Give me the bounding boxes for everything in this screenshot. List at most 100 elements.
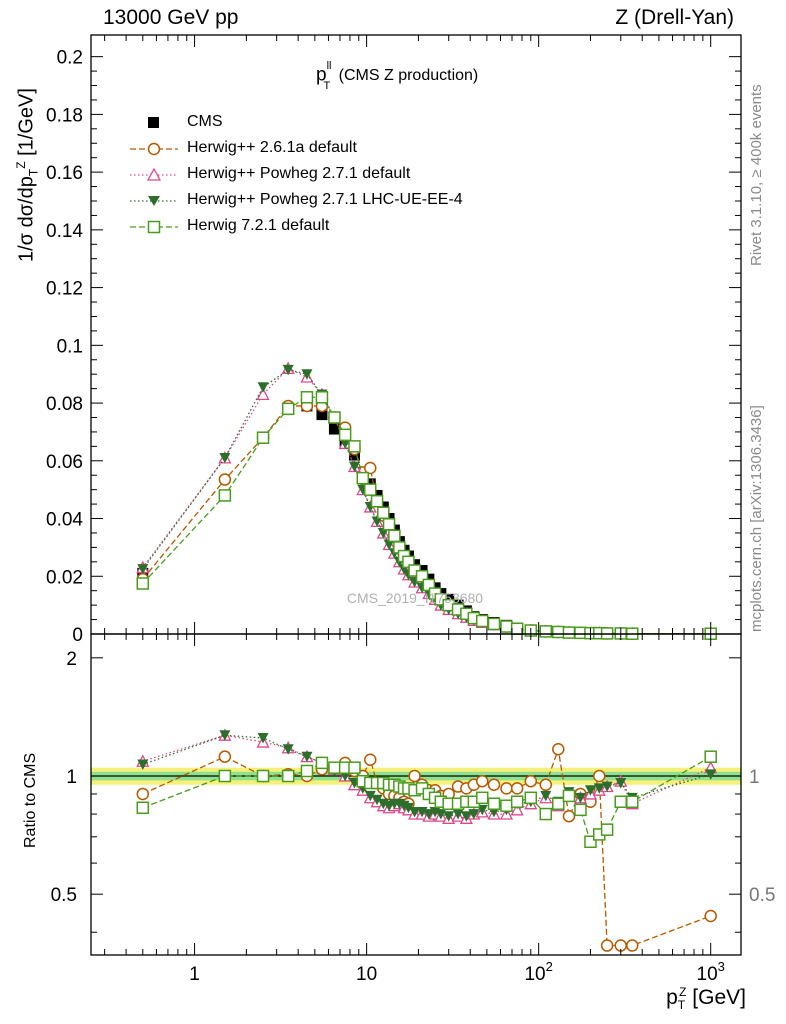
ratio-point bbox=[137, 759, 149, 770]
main-point bbox=[487, 617, 501, 631]
ratio-point bbox=[584, 785, 596, 796]
ratio-point bbox=[443, 811, 455, 822]
x-tick-label: 1 bbox=[189, 964, 200, 985]
main-y-tick-label: 0.06 bbox=[46, 452, 83, 473]
main-point bbox=[338, 428, 352, 442]
ratio-point bbox=[574, 792, 586, 804]
main-point bbox=[218, 473, 232, 486]
main-y-tick-label: 0.16 bbox=[46, 163, 83, 184]
main-point bbox=[301, 369, 313, 380]
ratio-point bbox=[500, 799, 513, 812]
main-y-tick-label: 0.14 bbox=[46, 221, 83, 242]
main-y-tick-label: 0.2 bbox=[57, 48, 83, 69]
legend-label: Herwig++ Powheg 2.7.1 LHC-UE-EE-4 bbox=[187, 191, 463, 208]
legend-label: CMS bbox=[187, 113, 223, 130]
ratio-point bbox=[487, 797, 501, 810]
main-point bbox=[348, 440, 361, 453]
ratio-point bbox=[328, 761, 341, 774]
main-point bbox=[371, 516, 383, 527]
main-y-tick-label: 0.02 bbox=[46, 567, 83, 588]
ratio-point bbox=[348, 761, 361, 774]
plot-title-sub: T bbox=[323, 80, 331, 93]
ratio-y-tick-label-right: 0.5 bbox=[749, 885, 775, 906]
ratio-point bbox=[626, 939, 639, 952]
main-point bbox=[364, 483, 377, 496]
main-y-label-sup: Z bbox=[14, 161, 28, 169]
x-axis-label-sup: Z bbox=[679, 985, 687, 999]
ratio-point bbox=[301, 751, 313, 763]
ratio-point bbox=[524, 791, 538, 805]
ratio-point bbox=[476, 791, 489, 805]
main-point bbox=[316, 409, 328, 421]
ratio-y-tick-label: 1 bbox=[66, 767, 77, 788]
ratio-point bbox=[593, 783, 605, 794]
main-y-tick-label: 0.04 bbox=[46, 510, 83, 531]
plot-title-rest: (CMS Z production) bbox=[334, 67, 479, 85]
ratio-point bbox=[601, 781, 613, 793]
ratio-point bbox=[218, 750, 232, 763]
ratio-frame bbox=[90, 633, 742, 956]
main-point bbox=[256, 387, 270, 401]
main-point bbox=[256, 431, 270, 444]
ratio-point bbox=[524, 774, 538, 788]
main-y-label-text: 1/σ dσ/dp bbox=[15, 176, 38, 262]
ratio-point bbox=[468, 809, 480, 820]
main-point bbox=[356, 471, 370, 485]
main-point bbox=[510, 622, 524, 636]
main-y-tick-label: 0.08 bbox=[46, 394, 83, 415]
x-tick-label: 10 bbox=[356, 964, 377, 985]
x-tick-label-exp: 2 bbox=[546, 959, 553, 974]
ratio-point bbox=[552, 797, 565, 810]
ratio-point bbox=[593, 769, 606, 783]
x-tick-label-base: 10 bbox=[697, 964, 718, 985]
main-point bbox=[415, 570, 429, 583]
main-point bbox=[339, 438, 351, 449]
main-y-tick-label: 0.12 bbox=[46, 279, 83, 300]
ratio-y-tick-label-right: 1 bbox=[749, 767, 760, 788]
watermark: CMS_2019_I1753680 bbox=[347, 590, 483, 606]
ratio-point bbox=[562, 789, 576, 803]
main-point bbox=[382, 518, 396, 531]
main-point bbox=[500, 620, 513, 633]
x-tick-label: 103 bbox=[697, 959, 725, 985]
ratio-point bbox=[510, 802, 524, 816]
ratio-point bbox=[614, 795, 627, 808]
ratio-point bbox=[409, 806, 421, 818]
plot-title-sup: ll bbox=[326, 60, 332, 72]
ratio-point bbox=[460, 811, 472, 822]
ratio-point bbox=[600, 939, 614, 952]
x-axis-label-sub: T bbox=[677, 998, 686, 1013]
main-point bbox=[476, 614, 489, 628]
ratio-point bbox=[540, 790, 552, 802]
x-tick-label-base: 10 bbox=[524, 964, 545, 985]
ratio-point bbox=[136, 801, 150, 815]
ratio-point bbox=[423, 809, 435, 820]
ratio-point bbox=[500, 782, 513, 795]
main-point bbox=[552, 625, 565, 639]
main-y-tick-label: 0.1 bbox=[57, 336, 83, 357]
x-axis-label-main: p bbox=[666, 986, 678, 1009]
plot-title: pll T (CMS Z production) bbox=[316, 60, 479, 92]
ratio-point bbox=[281, 769, 295, 783]
legend-label: Herwig 7.2.1 default bbox=[187, 217, 330, 234]
ratio-point bbox=[615, 778, 627, 789]
legend-marker-circle-open-icon bbox=[130, 142, 178, 156]
main-point bbox=[539, 625, 553, 638]
ratio-point bbox=[256, 769, 270, 783]
ratio-point bbox=[539, 778, 553, 792]
main-y-label-unit: [1/GeV] bbox=[15, 88, 38, 162]
main-y-label: 1/σ dσ/dpTZ [1/GeV] bbox=[14, 88, 41, 262]
ratio-point bbox=[408, 769, 421, 783]
main-point bbox=[257, 382, 269, 393]
ratio-point bbox=[562, 809, 576, 823]
legend-marker-square-open-icon bbox=[130, 220, 178, 234]
ratio-point bbox=[402, 802, 414, 814]
x-tick-label: 102 bbox=[524, 959, 552, 985]
ratio-point bbox=[452, 809, 464, 820]
x-axis-label: pTZ [GeV] bbox=[666, 985, 746, 1012]
ratio-point bbox=[219, 730, 231, 741]
legend-label: Herwig++ Powheg 2.7.1 default bbox=[187, 165, 411, 182]
main-point bbox=[300, 391, 314, 404]
main-point bbox=[364, 461, 377, 475]
main-point bbox=[388, 529, 401, 543]
